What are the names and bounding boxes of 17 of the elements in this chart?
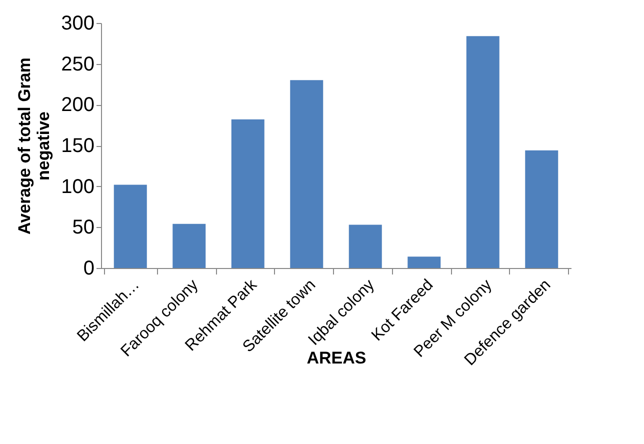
- y-tick-label: 200: [61, 94, 94, 116]
- y-tick-label: 300: [61, 12, 94, 34]
- bar: [525, 150, 558, 268]
- y-axis-title: Average of total Gram negative: [15, 58, 54, 234]
- y-tick-label: 50: [72, 216, 94, 239]
- bar: [290, 80, 324, 268]
- x-axis-title: AREAS: [306, 348, 366, 368]
- y-tick-label: 0: [83, 258, 94, 280]
- y-tick-label: 250: [61, 53, 94, 76]
- bar: [172, 224, 206, 268]
- y-tick-label: 100: [61, 176, 94, 198]
- bar: [231, 119, 264, 268]
- bar: [348, 224, 382, 268]
- bar: [408, 256, 441, 268]
- bar: [114, 184, 147, 268]
- y-tick-label: 150: [61, 135, 94, 157]
- bar: [466, 36, 500, 268]
